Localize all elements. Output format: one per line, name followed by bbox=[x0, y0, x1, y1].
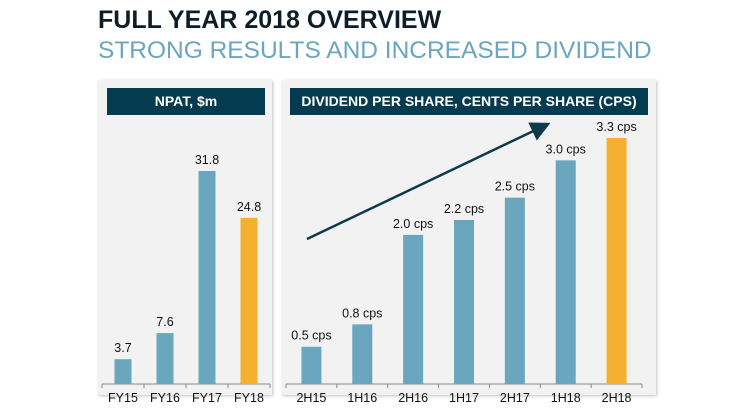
bar-1H17 bbox=[454, 220, 474, 384]
tick-label-FY16: FY16 bbox=[150, 391, 180, 405]
bar-2H15 bbox=[301, 346, 322, 384]
tick-label-1H16: 1H16 bbox=[347, 391, 377, 405]
bar-1H18 bbox=[555, 160, 576, 384]
bar-2H16 bbox=[403, 234, 424, 384]
data-label-FY16: 7.6 bbox=[156, 315, 173, 329]
data-label-FY17: 31.8 bbox=[195, 153, 219, 167]
tick-label-2H18: 2H18 bbox=[602, 391, 632, 405]
dividend-header: DIVIDEND PER SHARE, CENTS PER SHARE (CPS… bbox=[290, 88, 648, 115]
bar-2H17 bbox=[504, 197, 525, 384]
data-label-2H15: 0.5 cps bbox=[291, 329, 331, 343]
data-label-2H17: 2.5 cps bbox=[495, 180, 535, 194]
slide-title: FULL YEAR 2018 OVERVIEW bbox=[98, 6, 442, 34]
trend-arrow-icon bbox=[306, 122, 551, 241]
slide-subtitle: STRONG RESULTS AND INCREASED DIVIDEND bbox=[98, 37, 652, 64]
data-label-1H17: 2.2 cps bbox=[444, 202, 484, 216]
bar-1H16 bbox=[352, 324, 373, 384]
npat-header: NPAT, $m bbox=[107, 88, 265, 115]
tick-label-1H17: 1H17 bbox=[449, 391, 479, 405]
tick-label-1H18: 1H18 bbox=[551, 391, 581, 405]
data-label-FY18: 24.8 bbox=[237, 200, 261, 214]
data-label-2H16: 2.0 cps bbox=[393, 217, 433, 231]
bar-FY15 bbox=[114, 359, 132, 384]
bar-FY16 bbox=[156, 333, 174, 384]
tick-label-FY15: FY15 bbox=[108, 391, 138, 405]
tick-label-FY18: FY18 bbox=[234, 391, 264, 405]
tick-label-FY17: FY17 bbox=[192, 391, 222, 405]
tick-label-2H16: 2H16 bbox=[398, 391, 428, 405]
data-label-1H16: 0.8 cps bbox=[342, 306, 382, 320]
bar-FY18 bbox=[240, 217, 258, 384]
tick-label-2H15: 2H15 bbox=[296, 391, 326, 405]
data-label-1H18: 3.0 cps bbox=[546, 142, 586, 156]
bar-FY17 bbox=[198, 171, 216, 384]
bar-2H18 bbox=[606, 138, 627, 384]
data-label-FY15: 3.7 bbox=[114, 341, 131, 355]
tick-label-2H17: 2H17 bbox=[500, 391, 530, 405]
data-label-2H18: 3.3 cps bbox=[596, 120, 636, 134]
